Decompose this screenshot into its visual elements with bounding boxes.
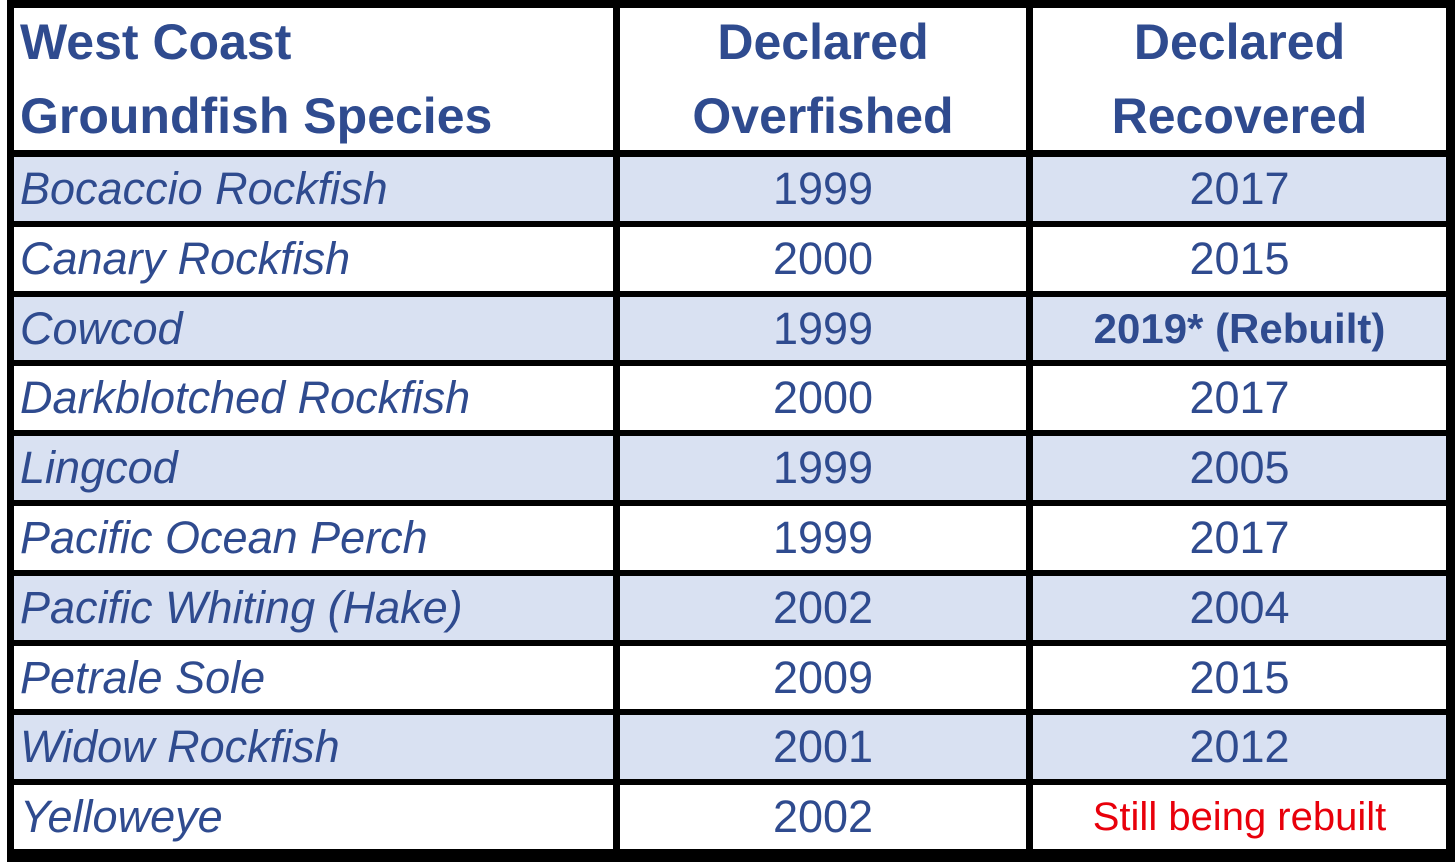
species-cell: Canary Rockfish <box>14 227 613 291</box>
species-cell: Cowcod <box>14 297 613 360</box>
year-cell: 2015 <box>1033 646 1446 709</box>
year-cell: 2002 <box>620 576 1026 640</box>
header-line: Groundfish Species <box>20 88 493 144</box>
year-cell: 2004 <box>1033 576 1446 640</box>
species-cell: Darkblotched Rockfish <box>14 366 613 430</box>
header-line: Recovered <box>1111 88 1368 144</box>
species-cell: Pacific Whiting (Hake) <box>14 576 613 640</box>
table: West Coast Groundfish Species Declared Over… <box>7 0 1455 862</box>
year-cell: 2000 <box>620 227 1026 291</box>
species-cell: Lingcod <box>14 436 613 500</box>
year-cell: 2017 <box>1033 157 1446 221</box>
year-cell: 1999 <box>620 436 1026 500</box>
year-cell: 2000 <box>620 366 1026 430</box>
year-cell: 2005 <box>1033 436 1446 500</box>
year-cell: 2001 <box>620 715 1026 779</box>
year-cell: 2012 <box>1033 715 1446 779</box>
header-line: Declared <box>1133 14 1346 70</box>
year-cell: 1999 <box>620 157 1026 221</box>
year-cell: 2019* (Rebuilt) <box>1033 297 1446 360</box>
year-cell: 2017 <box>1033 366 1446 430</box>
year-cell: Still being rebuilt <box>1033 785 1446 849</box>
species-cell: Petrale Sole <box>14 646 613 709</box>
species-cell: Pacific Ocean Perch <box>14 506 613 570</box>
header-cell: Declared Overfished <box>620 8 1026 150</box>
header-line: Overfished <box>692 88 954 144</box>
header-line: West Coast <box>20 14 292 70</box>
year-cell: 2017 <box>1033 506 1446 570</box>
year-cell: 1999 <box>620 297 1026 360</box>
species-cell: Widow Rockfish <box>14 715 613 779</box>
header-line: Declared <box>717 14 929 70</box>
year-cell: 2015 <box>1033 227 1446 291</box>
species-cell: Yelloweye <box>14 785 613 849</box>
species-cell: Bocaccio Rockfish <box>14 157 613 221</box>
year-cell: 1999 <box>620 506 1026 570</box>
year-cell: 2009 <box>620 646 1026 709</box>
header-cell: West Coast Groundfish Species <box>14 8 613 150</box>
header-cell: Declared Recovered <box>1033 8 1446 150</box>
year-cell: 2002 <box>620 785 1026 849</box>
